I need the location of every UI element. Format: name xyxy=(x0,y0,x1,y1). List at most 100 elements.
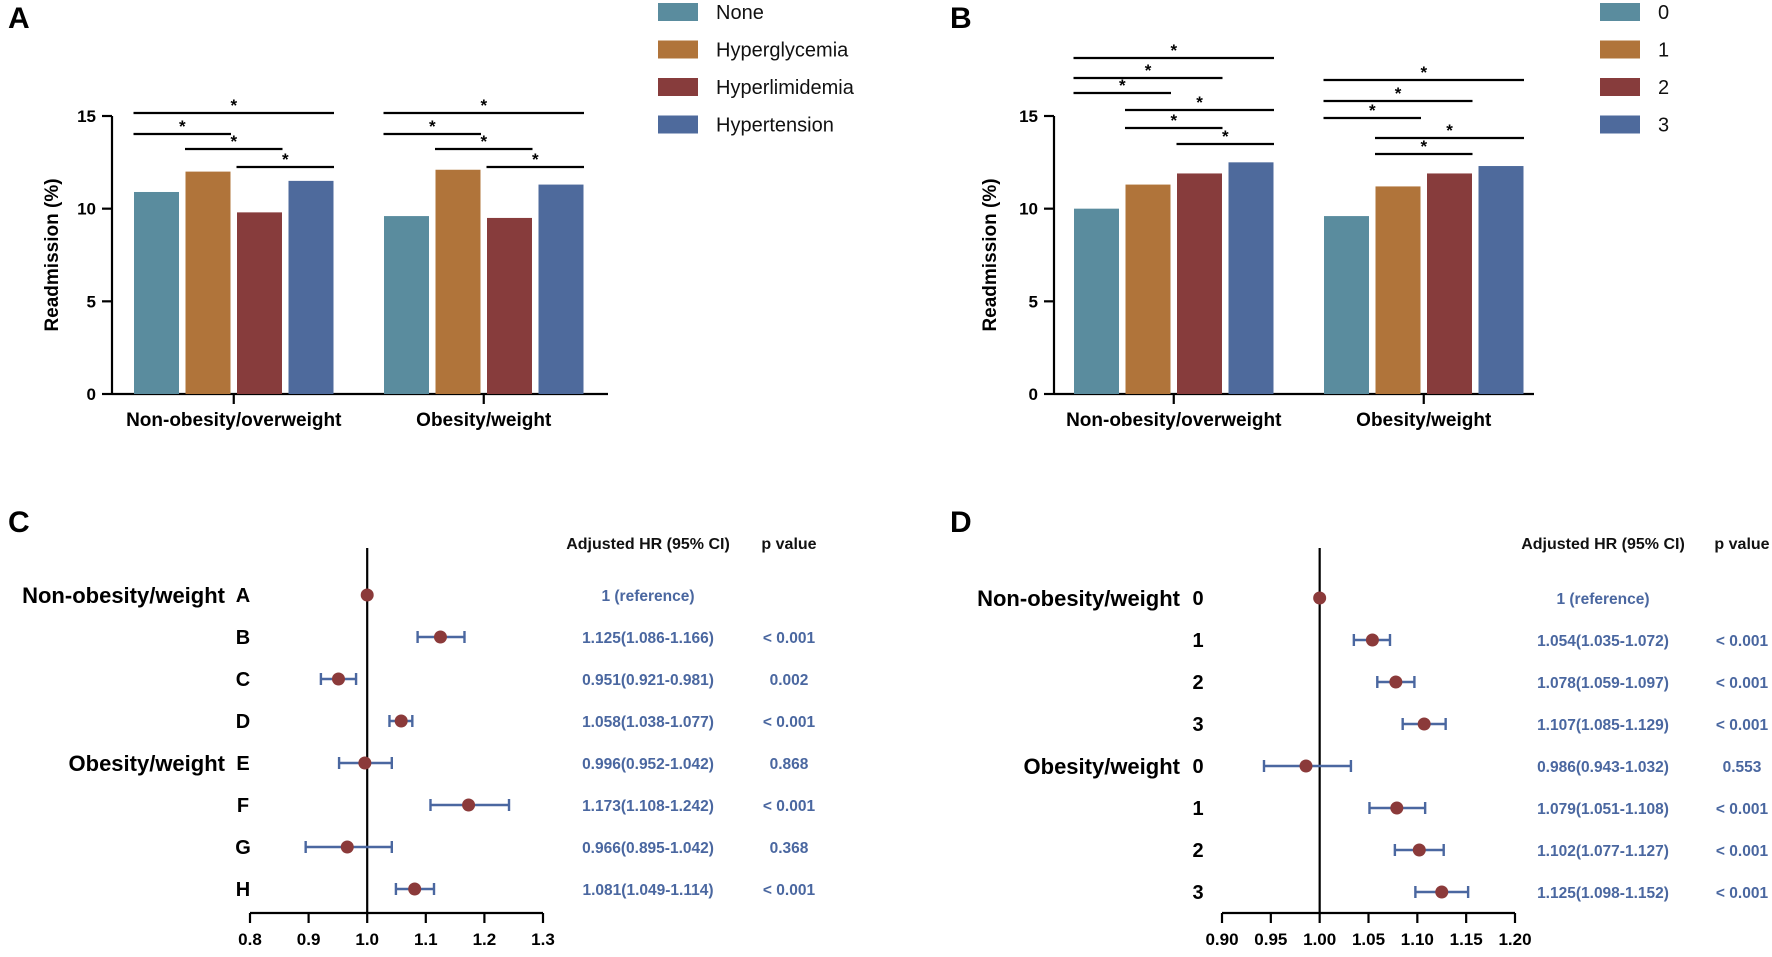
panel-c-p-value: 0.868 xyxy=(770,756,809,773)
panel-c-row-label: B xyxy=(236,627,250,649)
panel-c-p-value: < 0.001 xyxy=(763,630,816,647)
panel-letter-d: D xyxy=(950,506,972,539)
panel-d-row-label: 1 xyxy=(1192,798,1203,820)
panel-b-x-tick-label: Obesity/weight xyxy=(1356,410,1492,431)
panel-b-bar xyxy=(1427,173,1472,394)
panel-b-x-tick-label: Non-obesity/overweight xyxy=(1066,410,1282,431)
panel-a-bar xyxy=(288,180,334,394)
panel-letter-a: A xyxy=(8,2,30,35)
panel-d-row-label: 3 xyxy=(1192,714,1203,736)
panel-b-significance-star: * xyxy=(1446,121,1453,140)
panel-a-bar xyxy=(435,169,481,394)
panel-a-significance-star: * xyxy=(282,150,289,169)
panel-d-p-value: < 0.001 xyxy=(1716,801,1769,818)
panel-d-hr-point xyxy=(1390,801,1404,815)
panel-b-significance-star: * xyxy=(1196,93,1203,112)
panel-b-significance-star: * xyxy=(1369,101,1376,120)
panel-b-bar xyxy=(1375,186,1421,394)
panel-a-bar xyxy=(384,216,429,394)
panel-c-p-value: < 0.001 xyxy=(763,714,816,731)
panel-a-significance-star: * xyxy=(480,132,487,151)
panel-d-header-hr: Adjusted HR (95% CI) xyxy=(1521,536,1685,553)
panel-d-hr-point xyxy=(1435,885,1449,899)
panel-b-significance-star: * xyxy=(1420,137,1427,156)
panel-c-hr-point xyxy=(360,588,374,602)
panel-c-hr-point xyxy=(408,882,422,896)
panel-c-x-tick-label: 1.1 xyxy=(414,930,438,949)
panel-b-legend-swatch xyxy=(1600,40,1640,59)
panel-a-legend-swatch xyxy=(658,40,698,59)
panel-d-row-label: 0 xyxy=(1192,588,1203,610)
panel-a-y-axis-label: Readmission (%) xyxy=(42,178,63,331)
panel-c-hr-point xyxy=(331,672,345,686)
panel-b-significance-star: * xyxy=(1420,63,1427,82)
panel-d-hr-value: 1 (reference) xyxy=(1556,591,1649,608)
panel-b-significance-star: * xyxy=(1222,127,1229,146)
panel-d-x-tick-label: 0.95 xyxy=(1254,930,1287,949)
panel-b-significance-star: * xyxy=(1395,84,1402,103)
panel-d-x-tick-label: 1.05 xyxy=(1352,930,1385,949)
panel-c-hr-point xyxy=(394,714,408,728)
panel-c-group-label: Obesity/weight xyxy=(69,751,226,776)
panel-c-hr-point xyxy=(358,756,372,770)
panel-d-hr-value: 1.078(1.059-1.097) xyxy=(1537,675,1669,692)
panel-b-bar xyxy=(1177,173,1222,394)
panel-d-p-value: < 0.001 xyxy=(1716,675,1769,692)
panel-c-hr-value: 1.081(1.049-1.114) xyxy=(583,882,714,899)
panel-a-significance-star: * xyxy=(429,117,436,136)
panel-a-legend-label: Hyperglycemia xyxy=(716,40,849,62)
panel-a-bar-chart: 0 5 10 15 Readmission (%) Non-obesity/overwei… xyxy=(42,2,855,431)
panel-c-hr-value: 0.996(0.952-1.042) xyxy=(582,756,714,773)
panel-d-hr-value: 1.102(1.077-1.127) xyxy=(1537,843,1669,860)
panel-c-p-value: 0.368 xyxy=(770,840,809,857)
panel-b-bar xyxy=(1228,162,1274,394)
panel-letter-c: C xyxy=(8,506,30,539)
panel-d-x-tick-label: 1.20 xyxy=(1498,930,1531,949)
panel-b-significance-star: * xyxy=(1145,61,1152,80)
panel-c-hr-value: 0.966(0.895-1.042) xyxy=(582,840,714,857)
panel-b-legend-label: 0 xyxy=(1658,2,1669,24)
panel-a-x-tick-label: Obesity/weight xyxy=(416,410,552,431)
panel-b-legend-label: 1 xyxy=(1658,40,1669,62)
panel-c-p-value: 0.002 xyxy=(770,672,809,689)
panel-d-row-label: 2 xyxy=(1192,672,1203,694)
panel-c-row-label: G xyxy=(235,837,251,859)
panel-b-significance-star: * xyxy=(1119,76,1126,95)
panel-d-hr-value: 0.986(0.943-1.032) xyxy=(1537,759,1669,776)
panel-b-legend-swatch xyxy=(1600,115,1640,134)
panel-a-bar xyxy=(487,217,532,394)
panel-c-x-tick-label: 0.9 xyxy=(297,930,321,949)
panel-b-y-tick-label: 5 xyxy=(1029,292,1038,311)
panel-d-x-tick-label: 1.10 xyxy=(1401,930,1434,949)
panel-b-legend-label: 3 xyxy=(1658,115,1669,137)
panel-c-hr-value: 1.173(1.108-1.242) xyxy=(582,798,714,815)
panel-a-y-tick-label: 15 xyxy=(77,107,96,126)
panel-a-legend-swatch xyxy=(658,78,698,96)
panel-d-x-tick-label: 1.15 xyxy=(1450,930,1483,949)
panel-d-hr-point xyxy=(1299,759,1313,773)
panel-a-bar xyxy=(538,184,584,394)
panel-b-bar xyxy=(1478,166,1524,394)
panel-d-p-value: 0.553 xyxy=(1723,759,1762,776)
panel-d-p-value: < 0.001 xyxy=(1716,885,1769,902)
panel-d-hr-point xyxy=(1365,633,1379,647)
panel-c-hr-value: 1.125(1.086-1.166) xyxy=(582,630,714,647)
panel-d-p-value: < 0.001 xyxy=(1716,843,1769,860)
panel-d-hr-value: 1.079(1.051-1.108) xyxy=(1537,801,1669,818)
panel-d-hr-value: 1.125(1.098-1.152) xyxy=(1537,885,1669,902)
panel-d-row-label: 2 xyxy=(1192,840,1203,862)
panel-a-bar xyxy=(237,212,282,394)
panel-c-header-hr: Adjusted HR (95% CI) xyxy=(566,536,730,553)
panel-a-significance-star: * xyxy=(532,150,539,169)
panel-d-header-p: p value xyxy=(1714,536,1769,553)
panel-c-hr-value: 0.951(0.921-0.981) xyxy=(582,672,714,689)
panel-b-significance-star: * xyxy=(1170,111,1177,130)
panel-a-y-tick-label: 10 xyxy=(77,200,96,219)
panel-b-legend-swatch xyxy=(1600,3,1640,21)
panel-d-hr-point xyxy=(1417,717,1431,731)
panel-c-p-value: < 0.001 xyxy=(763,798,816,815)
panel-b-y-tick-label: 10 xyxy=(1019,200,1038,219)
panel-c-hr-point xyxy=(340,840,354,854)
panel-d-p-value: < 0.001 xyxy=(1716,717,1769,734)
panel-b-legend-label: 2 xyxy=(1658,77,1669,99)
